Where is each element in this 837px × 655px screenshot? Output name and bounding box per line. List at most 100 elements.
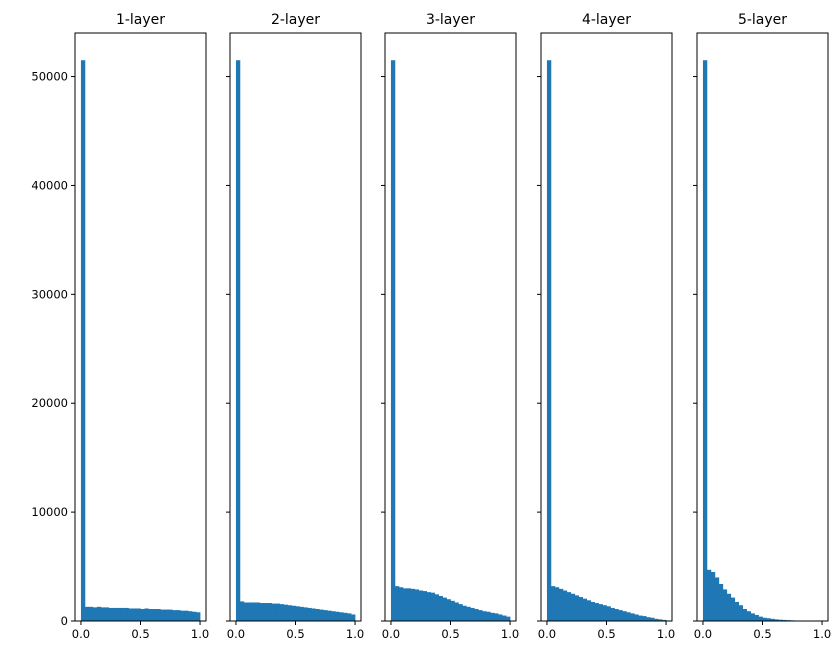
- histogram-bar: [634, 614, 639, 621]
- histogram-bar: [390, 60, 396, 622]
- histogram-bar: [299, 606, 304, 621]
- histogram-bar: [331, 611, 336, 621]
- y-tick-label: 30000: [31, 287, 68, 301]
- histogram-bar: [192, 611, 197, 621]
- histogram-bar: [742, 609, 747, 621]
- histogram-bar: [766, 618, 771, 621]
- histogram-bar: [160, 609, 165, 621]
- histogram-bar: [490, 612, 495, 621]
- histogram-bar: [327, 610, 332, 621]
- panel-5: 5-layer 0.0 0.5 1.0: [693, 12, 831, 641]
- histogram-bar: [287, 605, 292, 621]
- histogram-bar: [446, 599, 451, 621]
- histogram-bar: [263, 603, 269, 621]
- histogram-bar: [235, 60, 241, 622]
- histogram-bar: [136, 608, 141, 621]
- histogram-bar: [590, 601, 595, 621]
- histogram-bar: [606, 606, 611, 621]
- histogram-bar: [347, 613, 352, 621]
- panel-title: 5-layer: [738, 12, 787, 28]
- histogram-bar: [243, 602, 249, 621]
- histogram-bar: [311, 608, 316, 621]
- histogram-bar: [762, 617, 767, 621]
- y-tick-label: 50000: [31, 70, 68, 84]
- histogram-bar: [339, 612, 344, 621]
- axes-frame: [696, 32, 829, 622]
- panel-3: 3-layer 0.0 0.5 1.0: [381, 12, 519, 641]
- histogram-bar: [323, 610, 328, 621]
- histogram-bar: [168, 609, 173, 621]
- histogram-bar: [466, 606, 471, 621]
- histogram-bar: [650, 617, 655, 621]
- histogram-bar: [778, 619, 783, 621]
- histogram-bar: [184, 610, 189, 621]
- histogram-bar: [730, 597, 736, 621]
- histogram-bar: [454, 602, 459, 621]
- panel-title: 3-layer: [426, 12, 475, 28]
- histogram-bar: [714, 577, 720, 621]
- y-tick-label: 0: [61, 614, 68, 628]
- histogram-bar: [450, 600, 455, 621]
- x-tick-label: 1.0: [191, 627, 209, 641]
- histogram-bar: [152, 609, 157, 621]
- histogram-bar: [502, 615, 507, 621]
- histogram-bar: [335, 611, 340, 621]
- x-tick-label: 0.0: [694, 627, 712, 641]
- histogram-bar: [422, 591, 428, 621]
- histogram-bar: [319, 609, 324, 621]
- histogram-bar: [394, 586, 400, 621]
- histogram-bar: [128, 608, 133, 621]
- histogram-bar: [418, 590, 424, 621]
- x-tick-label: 1.0: [813, 627, 831, 641]
- x-tick-label: 0.0: [72, 627, 90, 641]
- histogram-bar: [239, 601, 245, 621]
- histogram-bar: [610, 607, 615, 621]
- histogram-bar: [782, 619, 787, 621]
- histogram-bar: [746, 611, 751, 621]
- histogram-bar: [108, 607, 114, 621]
- histogram-bar: [414, 589, 420, 621]
- panel-1: 1-layer 0.0 0.5 1.0 0 10000 20000 30000 40000 500…: [31, 12, 209, 641]
- x-tick-label: 1.0: [501, 627, 519, 641]
- histogram-bar: [758, 616, 763, 621]
- histogram-bar: [722, 589, 728, 621]
- histogram-bar: [554, 587, 560, 621]
- histogram-bar: [88, 606, 94, 621]
- histogram-bar: [247, 602, 253, 621]
- histogram-bar: [132, 608, 137, 621]
- x-tick-label: 0.5: [597, 627, 615, 641]
- histogram-bar: [738, 605, 743, 621]
- histogram-bar: [164, 609, 169, 621]
- histogram-bar: [458, 604, 463, 621]
- histogram-bar: [594, 603, 599, 621]
- x-tick-label: 0.5: [286, 627, 304, 641]
- histogram-bar: [172, 610, 177, 621]
- panel-title: 1-layer: [116, 12, 165, 28]
- histogram-bar: [710, 572, 716, 621]
- histogram-bar: [734, 601, 740, 621]
- histogram-bar: [438, 595, 443, 621]
- panel-title: 4-layer: [582, 12, 631, 28]
- histogram-bar: [482, 611, 487, 621]
- histogram-bar: [602, 605, 607, 621]
- histogram-bar: [116, 607, 121, 621]
- histogram-bar: [658, 619, 663, 621]
- histogram-bar: [104, 607, 110, 621]
- histogram-bar: [271, 603, 276, 621]
- histogram-bar: [410, 588, 416, 621]
- histogram-bar: [295, 606, 300, 621]
- histogram-bar: [148, 609, 153, 621]
- histogram-bar: [598, 604, 603, 621]
- histogram-bar: [426, 592, 431, 621]
- histogram-bar: [100, 607, 106, 621]
- x-tick-label: 0.5: [753, 627, 771, 641]
- histogram-bar: [176, 610, 181, 621]
- histogram-bar: [442, 597, 447, 621]
- histogram-bar: [750, 613, 755, 621]
- histogram-bar: [462, 605, 467, 621]
- histogram-bar: [770, 618, 775, 621]
- histogram-bar: [124, 607, 129, 621]
- histogram-bar: [188, 611, 193, 621]
- histogram-bar: [718, 583, 724, 621]
